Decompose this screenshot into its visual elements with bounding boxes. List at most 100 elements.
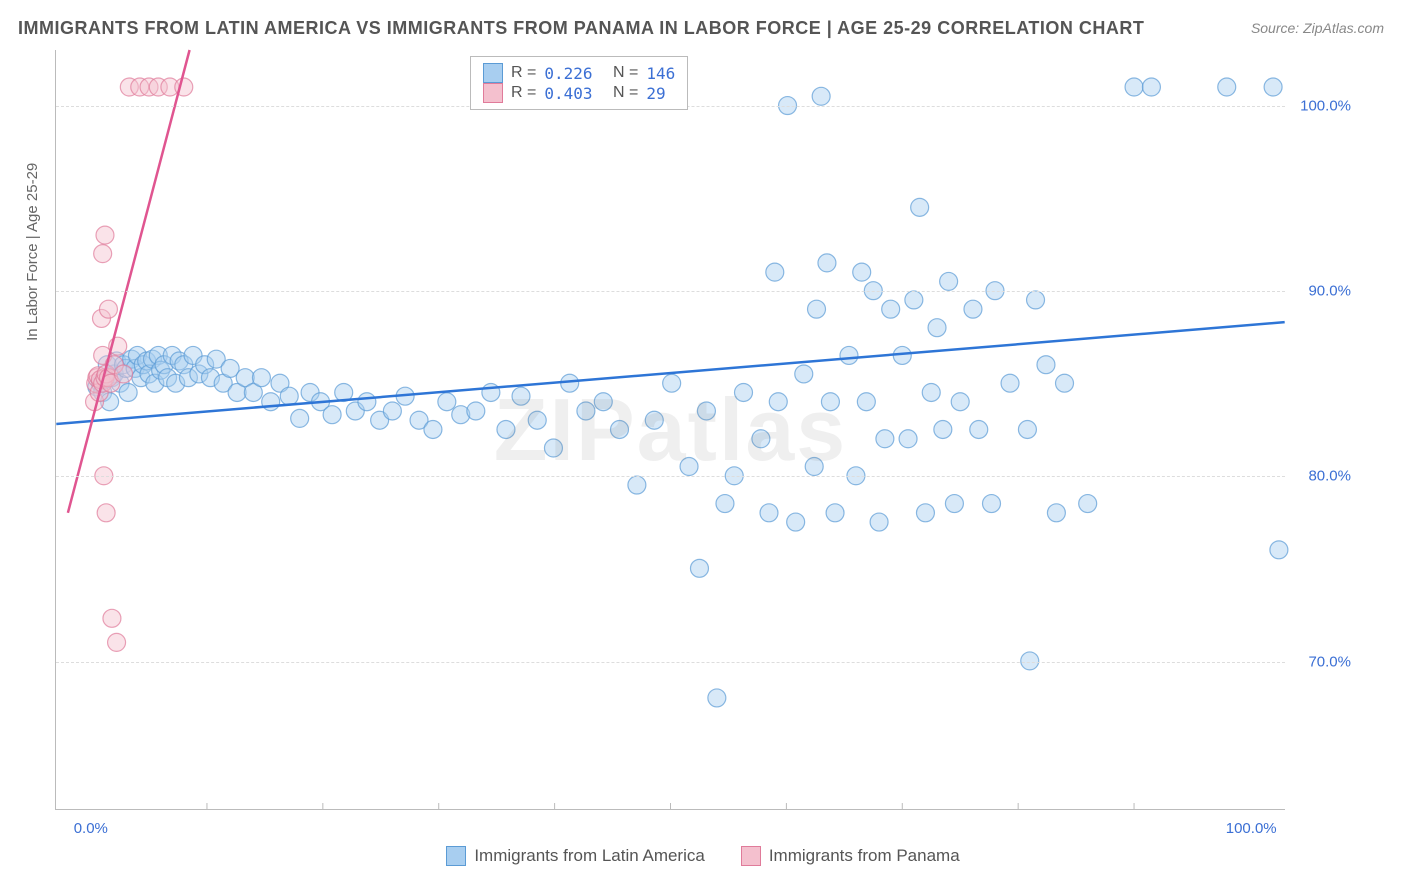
- scatter-point: [680, 458, 698, 476]
- y-tick-label: 90.0%: [1308, 282, 1351, 299]
- scatter-point: [708, 689, 726, 707]
- scatter-point: [497, 421, 515, 439]
- scatter-point: [928, 319, 946, 337]
- scatter-point: [1264, 78, 1282, 96]
- scatter-point: [528, 411, 546, 429]
- scatter-point: [94, 245, 112, 263]
- scatter-point: [1001, 374, 1019, 392]
- scatter-point: [280, 387, 298, 405]
- x-tick-label: 100.0%: [1226, 820, 1277, 837]
- stats-legend-row: R = 0.403 N = 29: [483, 83, 675, 103]
- stats-legend-row: R = 0.226 N = 146: [483, 63, 675, 83]
- scatter-point: [1018, 421, 1036, 439]
- legend-label: Immigrants from Latin America: [474, 846, 705, 866]
- legend-swatch: [483, 63, 503, 83]
- scatter-point: [964, 300, 982, 318]
- scatter-point: [911, 198, 929, 216]
- scatter-point: [876, 430, 894, 448]
- y-tick-label: 80.0%: [1308, 468, 1351, 485]
- scatter-point: [252, 369, 270, 387]
- scatter-point: [882, 300, 900, 318]
- scatter-point: [1079, 495, 1097, 513]
- scatter-point: [108, 633, 126, 651]
- scatter-point: [383, 402, 401, 420]
- scatter-point: [99, 300, 117, 318]
- scatter-point: [291, 409, 309, 427]
- scatter-point: [544, 439, 562, 457]
- scatter-point: [561, 374, 579, 392]
- scatter-point: [870, 513, 888, 531]
- scatter-point: [438, 393, 456, 411]
- n-value: 146: [646, 64, 675, 83]
- scatter-point: [1270, 541, 1288, 559]
- n-label: N =: [613, 84, 638, 102]
- scatter-point: [899, 430, 917, 448]
- stats-legend: R = 0.226 N = 146 R = 0.403 N = 29: [470, 56, 688, 110]
- r-label: R =: [511, 64, 536, 82]
- y-tick-label: 70.0%: [1308, 653, 1351, 670]
- scatter-point: [103, 609, 121, 627]
- scatter-point: [467, 402, 485, 420]
- scatter-point: [735, 383, 753, 401]
- scatter-point: [1056, 374, 1074, 392]
- correlation-chart: IMMIGRANTS FROM LATIN AMERICA VS IMMIGRA…: [0, 0, 1406, 892]
- chart-title: IMMIGRANTS FROM LATIN AMERICA VS IMMIGRA…: [18, 18, 1144, 39]
- scatter-point: [916, 504, 934, 522]
- scatter-point: [808, 300, 826, 318]
- scatter-point: [853, 263, 871, 281]
- scatter-point: [983, 495, 1001, 513]
- scatter-point: [1218, 78, 1236, 96]
- scatter-point: [611, 421, 629, 439]
- scatter-point: [857, 393, 875, 411]
- legend-item: Immigrants from Panama: [741, 846, 960, 866]
- scatter-point: [945, 495, 963, 513]
- scatter-point: [769, 393, 787, 411]
- scatter-point: [628, 476, 646, 494]
- scatter-point: [1027, 291, 1045, 309]
- scatter-point: [840, 346, 858, 364]
- scatter-point: [358, 393, 376, 411]
- r-label: R =: [511, 84, 536, 102]
- source-attribution: Source: ZipAtlas.com: [1251, 20, 1384, 36]
- scatter-point: [1125, 78, 1143, 96]
- scatter-point: [922, 383, 940, 401]
- scatter-point: [115, 365, 133, 383]
- scatter-point: [766, 263, 784, 281]
- scatter-point: [424, 421, 442, 439]
- trend-line: [68, 50, 190, 513]
- scatter-point: [690, 559, 708, 577]
- legend-item: Immigrants from Latin America: [446, 846, 705, 866]
- scatter-point: [818, 254, 836, 272]
- scatter-svg: [56, 50, 1285, 809]
- scatter-point: [821, 393, 839, 411]
- scatter-point: [760, 504, 778, 522]
- scatter-point: [119, 383, 137, 401]
- scatter-point: [663, 374, 681, 392]
- scatter-point: [96, 226, 114, 244]
- gridline-horizontal: [56, 476, 1285, 477]
- y-axis-label: In Labor Force | Age 25-29: [24, 163, 41, 341]
- scatter-point: [697, 402, 715, 420]
- scatter-point: [934, 421, 952, 439]
- scatter-point: [805, 458, 823, 476]
- scatter-point: [512, 387, 530, 405]
- x-tick-label: 0.0%: [74, 820, 108, 837]
- scatter-point: [951, 393, 969, 411]
- scatter-point: [323, 406, 341, 424]
- scatter-point: [826, 504, 844, 522]
- r-value: 0.403: [544, 84, 592, 103]
- y-tick-label: 100.0%: [1300, 97, 1351, 114]
- plot-area: ZIPatlas 70.0%80.0%90.0%100.0%0.0%100.0%: [55, 50, 1285, 810]
- legend-swatch: [483, 83, 503, 103]
- scatter-point: [577, 402, 595, 420]
- gridline-horizontal: [56, 291, 1285, 292]
- scatter-point: [645, 411, 663, 429]
- legend-label: Immigrants from Panama: [769, 846, 960, 866]
- scatter-point: [787, 513, 805, 531]
- series-legend: Immigrants from Latin America Immigrants…: [0, 846, 1406, 866]
- n-label: N =: [613, 64, 638, 82]
- scatter-point: [905, 291, 923, 309]
- scatter-point: [1047, 504, 1065, 522]
- scatter-point: [812, 87, 830, 105]
- scatter-point: [594, 393, 612, 411]
